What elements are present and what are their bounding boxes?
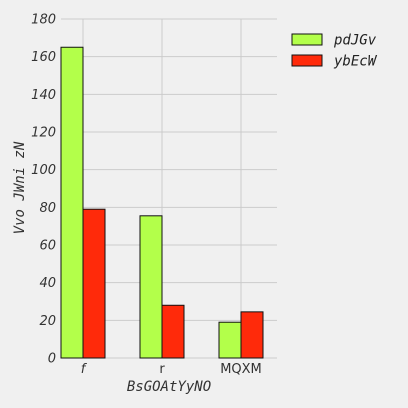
y-tick-label: 80 [39, 201, 56, 216]
y-tick-label: 140 [31, 88, 56, 103]
x-axis-label: BsGOAtYyNO [127, 379, 211, 395]
y-tick-label: 40 [39, 276, 56, 291]
bar-pdJGv-MQXM [219, 322, 241, 358]
legend-label-ybEcW: ybEcW [333, 54, 378, 70]
y-tick-label: 60 [39, 239, 56, 254]
legend: pdJGv ybEcW [292, 33, 378, 70]
legend-swatch-pdJGv [292, 34, 322, 45]
y-tick-label: 120 [31, 126, 56, 141]
y-tick-label: 180 [31, 13, 56, 28]
y-tick-label: 100 [31, 163, 56, 178]
y-axis-label: Vvo JWni zN [12, 141, 28, 234]
legend-label-pdJGv: pdJGv [333, 33, 377, 49]
bar-ybEcW-r [162, 305, 184, 358]
y-tick-label: 160 [31, 50, 56, 65]
y-tick-label: 0 [48, 352, 56, 367]
bar-pdJGv-f [61, 47, 83, 358]
x-tick-labels: f r MQXM [81, 362, 262, 377]
bar-ybEcW-MQXM [241, 312, 263, 358]
bar-ybEcW-f [83, 209, 105, 358]
legend-swatch-ybEcW [292, 55, 322, 66]
x-tick-label: f [81, 362, 88, 377]
bar-pdJGv-r [140, 216, 162, 358]
y-tick-label: 20 [39, 314, 56, 329]
x-tick-label: MQXM [220, 362, 262, 377]
x-tick-label: r [159, 362, 165, 377]
y-tick-labels: 0 20 40 60 80 100 120 140 160 180 [31, 13, 56, 367]
